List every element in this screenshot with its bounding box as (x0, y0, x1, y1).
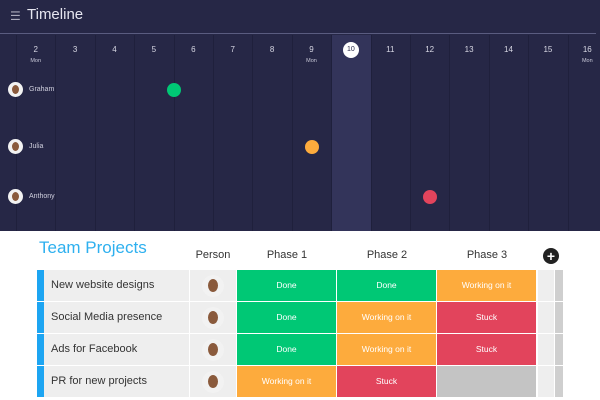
day-column (16, 35, 56, 231)
avatar (8, 139, 23, 154)
column-header-phase-3[interactable]: Phase 3 (466, 249, 508, 261)
day-column (134, 35, 174, 231)
item-name[interactable]: PR for new projects (44, 366, 189, 397)
day-label: 5 (151, 45, 157, 54)
weekday-label: Mon (306, 58, 317, 64)
row-end-cell (555, 302, 563, 333)
person-name: Julia (29, 143, 44, 150)
status-cell-phase-3[interactable]: Stuck (437, 334, 536, 365)
day-label: 11 (386, 45, 395, 54)
status-cell-phase-1[interactable]: Done (237, 270, 336, 301)
table-row: PR for new projects Working on it Stuck (37, 366, 563, 397)
add-column-plus-icon[interactable]: + (543, 248, 559, 264)
person-cell[interactable] (190, 334, 236, 365)
group-color-bar (37, 302, 44, 333)
avatar (202, 306, 224, 329)
divider (0, 33, 596, 34)
day-column (55, 35, 95, 231)
day-column (173, 35, 214, 231)
status-cell-phase-1[interactable]: Done (237, 302, 336, 333)
day-label: 15 (543, 45, 553, 54)
day-label: 7 (230, 45, 235, 54)
day-label: 2 (33, 45, 38, 54)
day-label: 8 (269, 45, 275, 54)
day-column (410, 35, 450, 231)
day-column (370, 35, 411, 231)
timeline-person[interactable]: Graham (8, 82, 54, 97)
person-cell[interactable] (190, 302, 236, 333)
avatar (8, 189, 23, 204)
status-cell-phase-3[interactable]: Stuck (437, 302, 536, 333)
day-column (331, 35, 372, 231)
person-name: Anthony (29, 193, 55, 200)
avatar (202, 370, 224, 393)
row-end-cell (555, 366, 563, 397)
status-cell-phase-3[interactable]: Working on it (437, 270, 536, 301)
group-color-bar (37, 334, 44, 365)
table-row: Social Media presence Done Working on it St… (37, 302, 563, 333)
empty-cell (538, 334, 554, 365)
timeline-panel: ☰ Timeline 2 Mon 3 4 5 6 7 8 9 Mon 10 11 12 13 14 15 16 M… (0, 0, 600, 231)
status-cell-phase-2[interactable]: Done (337, 270, 436, 301)
day-column (94, 35, 135, 231)
board-title: Team Projects (39, 238, 147, 257)
person-name: Graham (29, 86, 55, 93)
person-cell[interactable] (190, 366, 236, 397)
day-column (252, 35, 292, 231)
weekday-label: Mon (581, 58, 593, 64)
column-header-person[interactable]: Person (195, 249, 231, 261)
item-name[interactable]: Ads for Facebook (44, 334, 189, 365)
avatar (8, 82, 23, 97)
status-cell-phase-2[interactable]: Working on it (337, 302, 436, 333)
avatar (202, 274, 224, 297)
table-row: Ads for Facebook Done Working on it Stuck (37, 334, 563, 365)
status-cell-phase-2[interactable]: Working on it (337, 334, 436, 365)
day-column (567, 35, 600, 231)
today-day-label: 10 (342, 42, 359, 58)
status-cell-phase-2[interactable]: Stuck (337, 366, 436, 397)
timeline-event-dot[interactable] (422, 190, 437, 204)
day-label: 4 (112, 45, 117, 54)
weekday-label: Mon (30, 58, 42, 64)
day-label: 6 (191, 45, 196, 54)
day-label: 12 (425, 45, 435, 54)
day-label: 3 (72, 45, 78, 54)
column-header-phase-1[interactable]: Phase 1 (266, 249, 308, 261)
group-color-bar (37, 366, 44, 397)
person-cell[interactable] (190, 270, 236, 301)
day-column (213, 35, 253, 231)
status-cell-phase-1[interactable]: Working on it (237, 366, 336, 397)
column-header-phase-2[interactable]: Phase 2 (366, 249, 408, 261)
day-column (528, 35, 568, 231)
empty-cell (538, 270, 554, 301)
day-label: 14 (504, 45, 513, 54)
group-color-bar (37, 270, 44, 301)
row-end-cell (555, 270, 563, 301)
day-column (449, 35, 489, 231)
hamburger-icon[interactable]: ☰ (10, 9, 21, 23)
avatar (202, 338, 224, 361)
timeline-event-dot[interactable] (166, 83, 181, 97)
empty-cell (538, 366, 554, 397)
timeline-person[interactable]: Anthony (8, 189, 55, 204)
item-name[interactable]: New website designs (44, 270, 189, 301)
timeline-title: Timeline (27, 6, 84, 23)
day-column (291, 35, 332, 231)
status-cell-phase-1[interactable]: Done (237, 334, 336, 365)
status-cell-phase-3[interactable] (437, 366, 536, 397)
table-row: New website designs Done Done Working on it (37, 270, 563, 301)
day-label: 9 (309, 45, 314, 54)
row-end-cell (555, 334, 563, 365)
day-label: 13 (464, 45, 474, 54)
day-label: 16 (582, 45, 592, 54)
timeline-person[interactable]: Julia (8, 139, 43, 154)
empty-cell (538, 302, 554, 333)
day-column (488, 35, 529, 231)
item-name[interactable]: Social Media presence (44, 302, 189, 333)
timeline-event-dot[interactable] (304, 140, 319, 154)
